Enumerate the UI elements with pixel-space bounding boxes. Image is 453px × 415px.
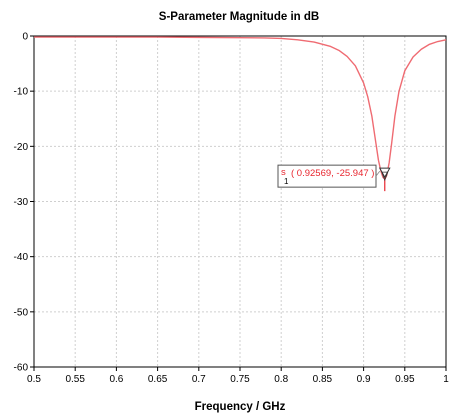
x-tick-label: 0.8 bbox=[274, 374, 288, 385]
y-tick-label: -10 bbox=[14, 87, 29, 98]
x-tick-label: 0.6 bbox=[109, 374, 123, 385]
y-tick-label: 0 bbox=[22, 32, 28, 43]
series-line-s11 bbox=[34, 36, 447, 180]
marker-inner-triangle-icon bbox=[381, 171, 389, 182]
x-axis-title: Frequency / GHz bbox=[195, 401, 286, 413]
axes: 0.5 0.55 0.6 0.65 0.7 0.75 0.8 0.85 0.9 0.95 1 0 -10… bbox=[14, 32, 450, 386]
y-tick-label: -50 bbox=[14, 307, 29, 318]
x-tick-label: 0.75 bbox=[230, 374, 250, 385]
x-tick-label: 0.9 bbox=[357, 374, 371, 385]
y-tick-label: -20 bbox=[14, 142, 29, 153]
x-tick-label: 0.95 bbox=[395, 374, 415, 385]
series-layer bbox=[34, 36, 447, 180]
x-tick-label: 1 bbox=[443, 374, 449, 385]
x-tick-label: 0.65 bbox=[148, 374, 168, 385]
x-tick-label: 0.85 bbox=[313, 374, 333, 385]
plot-frame bbox=[33, 35, 447, 368]
x-tick-label: 0.7 bbox=[192, 374, 206, 385]
marker-layer: s1( 0.92569, -25.947 ) bbox=[277, 164, 391, 192]
marker-value-label: ( 0.92569, -25.947 ) bbox=[291, 168, 374, 179]
marker-prefix: s bbox=[281, 167, 286, 178]
x-tick-label: 0.5 bbox=[27, 374, 41, 385]
y-tick-label: -30 bbox=[14, 197, 29, 208]
y-tick-label: -40 bbox=[14, 252, 29, 263]
marker-leader-line bbox=[375, 170, 381, 177]
x-tick-label: 0.55 bbox=[65, 374, 85, 385]
marker-index: 1 bbox=[284, 177, 289, 186]
chart-title: S-Parameter Magnitude in dB bbox=[159, 11, 319, 23]
grid bbox=[34, 36, 446, 367]
y-tick-label: -60 bbox=[14, 363, 29, 374]
